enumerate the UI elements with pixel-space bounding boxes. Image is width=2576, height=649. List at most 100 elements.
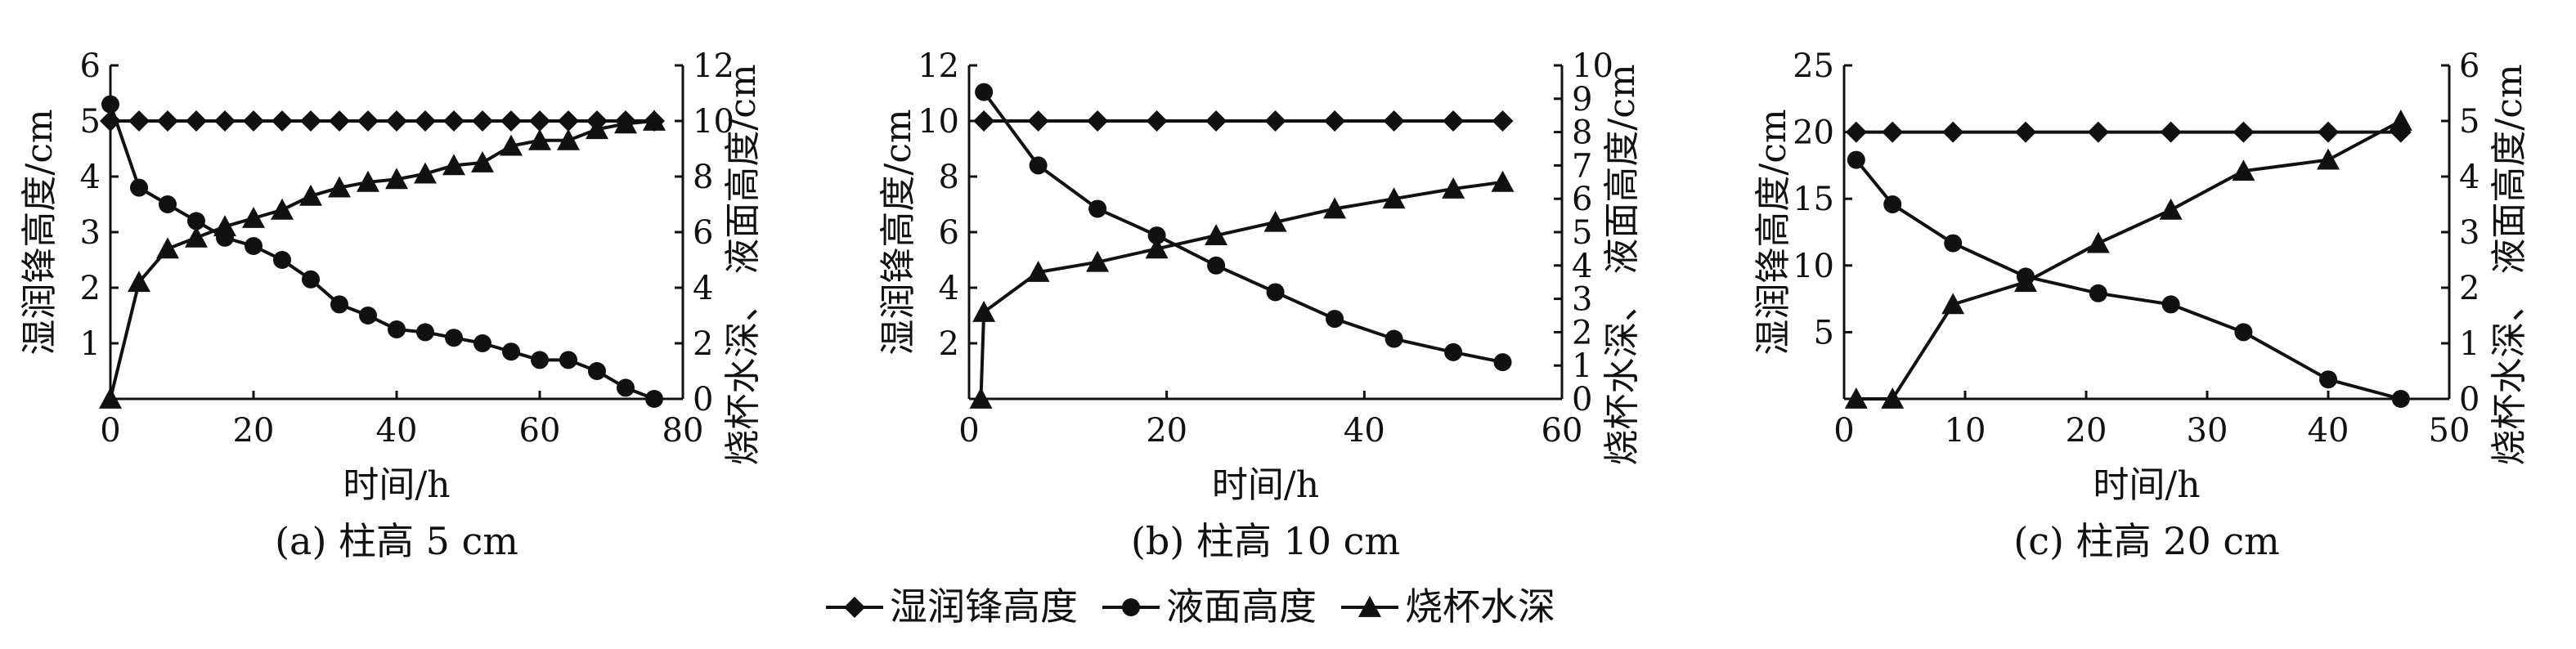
series-triangle <box>969 170 1515 409</box>
data-point <box>1882 121 1904 143</box>
data-point <box>1493 353 1512 372</box>
left-y-axis-title: 湿润锋高度/cm <box>1752 109 1794 355</box>
data-point <box>528 128 551 150</box>
legend-label: 液面高度 <box>1166 584 1317 629</box>
legend-item: 湿润锋高度 <box>826 584 1078 629</box>
data-point <box>1088 199 1107 218</box>
left-y-axis-title: 湿润锋高度/cm <box>877 109 919 355</box>
legend-label: 烧杯水深 <box>1405 584 1555 629</box>
data-point <box>500 110 522 132</box>
right-y-tick-label: 5 <box>2459 103 2480 141</box>
right-y-tick-label: 4 <box>2459 159 2480 196</box>
right-y-tick-label: 5 <box>1572 214 1592 252</box>
data-point <box>972 300 996 322</box>
right-y-tick-label: 10 <box>693 103 734 141</box>
data-point <box>1383 110 1405 132</box>
data-point <box>2160 121 2182 143</box>
right-y-tick-label: 4 <box>1572 248 1592 285</box>
right-y-tick-label: 0 <box>693 381 713 418</box>
series-circle <box>101 95 663 408</box>
data-point <box>2391 390 2410 408</box>
right-y-tick-label: 0 <box>2459 381 2480 418</box>
data-point <box>2232 159 2255 181</box>
right-y-tick-label: 0 <box>1572 381 1592 418</box>
x-tick-label: 80 <box>662 412 704 450</box>
data-point <box>500 134 523 156</box>
data-point <box>1146 110 1168 132</box>
data-point <box>159 195 177 213</box>
data-point <box>1147 226 1166 245</box>
data-point <box>2319 370 2337 389</box>
data-point <box>1207 256 1226 275</box>
data-point <box>2087 121 2109 143</box>
x-axis-title: 时间/h <box>1212 464 1319 506</box>
left-y-tick-label: 20 <box>1793 114 1834 152</box>
right-y-tick-label: 2 <box>2459 270 2480 307</box>
data-point <box>2234 323 2253 342</box>
data-point <box>1326 310 1344 329</box>
legend-label: 湿润锋高度 <box>890 584 1078 629</box>
data-point <box>271 198 294 220</box>
left-y-tick-label: 12 <box>918 47 959 85</box>
data-point <box>2159 198 2183 220</box>
data-point <box>388 320 406 338</box>
data-point <box>329 110 350 132</box>
left-y-tick-label: 4 <box>80 159 101 196</box>
data-point <box>156 237 179 259</box>
data-point <box>472 110 493 132</box>
data-point <box>1942 121 1964 143</box>
data-point <box>414 162 437 184</box>
data-point <box>588 362 606 380</box>
x-tick-label: 20 <box>2066 412 2107 450</box>
right-y-tick-label: 7 <box>1572 147 1592 185</box>
left-y-tick-label: 1 <box>80 325 101 363</box>
legend-marker <box>1358 596 1381 617</box>
series-triangle <box>99 110 666 409</box>
x-tick-label: 0 <box>1833 412 1854 450</box>
data-point <box>559 351 577 369</box>
right-y-tick-label: 8 <box>693 159 713 196</box>
legend-item: 液面高度 <box>1102 584 1317 629</box>
right-y-axis-title: 烧杯水深、 液面高度/cm <box>722 64 764 465</box>
left-y-tick-label: 10 <box>1793 248 1834 285</box>
data-point <box>272 110 293 132</box>
data-point <box>185 226 208 248</box>
data-point <box>1029 156 1048 175</box>
data-point <box>2161 295 2180 314</box>
x-tick-label: 10 <box>1945 412 1986 450</box>
data-point <box>973 110 995 132</box>
data-point <box>187 212 205 231</box>
data-point <box>471 151 494 172</box>
data-point <box>2014 271 2037 293</box>
data-point <box>243 110 264 132</box>
data-point <box>2015 121 2036 143</box>
data-point <box>1845 121 1867 143</box>
data-point <box>969 387 993 409</box>
panel-caption: (a) 柱高 5 cm <box>275 519 518 563</box>
data-point <box>302 270 320 289</box>
data-point <box>558 110 579 132</box>
right-y-tick-label: 9 <box>1572 81 1592 119</box>
x-axis-title: 时间/h <box>2093 464 2200 506</box>
data-point <box>1443 110 1465 132</box>
series-line <box>979 180 1503 400</box>
data-point <box>1442 177 1465 199</box>
data-point <box>1263 210 1287 232</box>
data-point <box>975 83 994 101</box>
data-point <box>1444 342 1463 361</box>
data-point <box>617 378 635 397</box>
left-y-tick-label: 15 <box>1793 181 1834 218</box>
data-point <box>385 168 408 190</box>
data-point <box>357 110 379 132</box>
data-point <box>2233 121 2255 143</box>
series-circle <box>1847 150 2410 408</box>
x-tick-label: 60 <box>519 412 561 450</box>
legend-item: 烧杯水深 <box>1341 584 1555 629</box>
data-point <box>2089 284 2107 302</box>
series-circle <box>975 83 1512 372</box>
left-y-tick-label: 25 <box>1793 47 1834 85</box>
x-tick-label: 50 <box>2429 412 2471 450</box>
data-point <box>300 110 321 132</box>
left-y-tick-label: 5 <box>1814 314 1834 351</box>
